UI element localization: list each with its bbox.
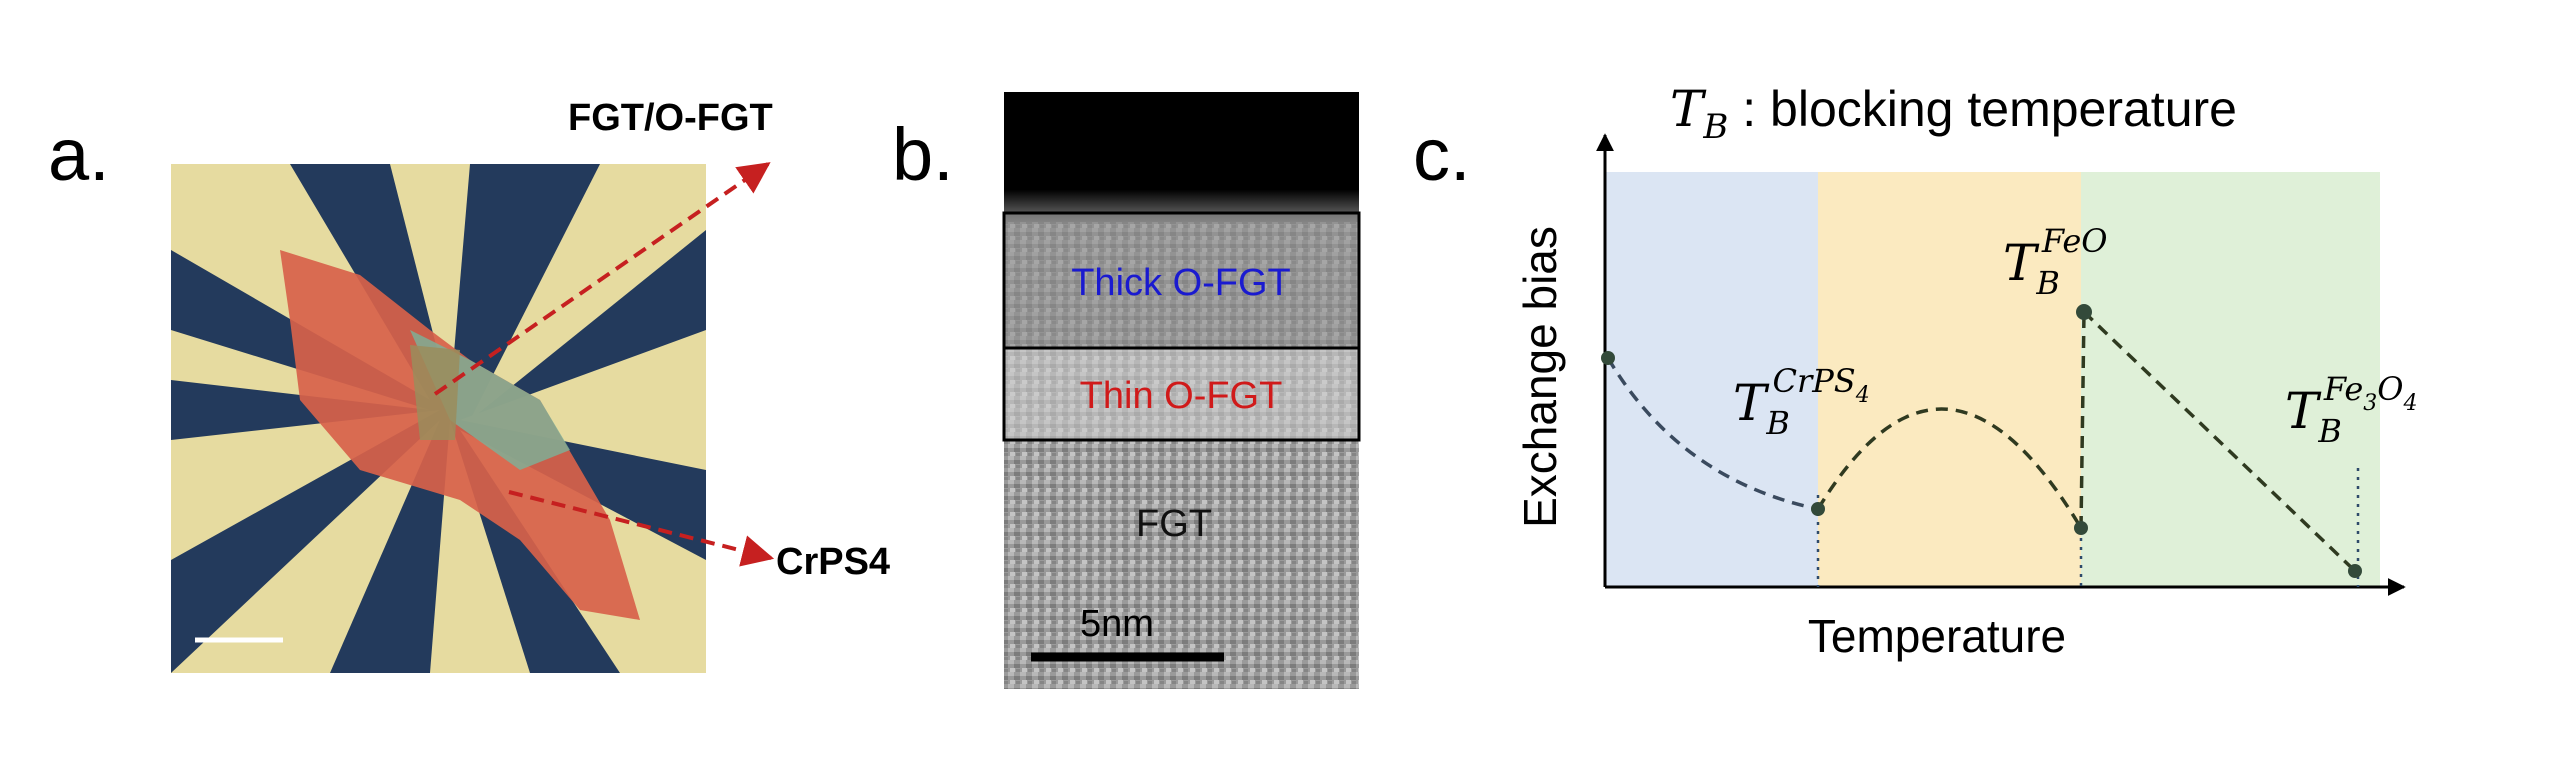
panel-label: a. <box>48 113 110 196</box>
superscript: FeO <box>2041 222 2108 260</box>
layer-label: FGT <box>1136 503 1212 545</box>
subscript: B <box>1765 404 1790 442</box>
scale-bar-label: 5nm <box>1080 603 1154 645</box>
marker-label: TB FeO <box>2003 222 2108 302</box>
superscript-sub: 3 <box>2363 391 2377 416</box>
symbol: T <box>1670 80 1707 138</box>
y-axis-label: Exchange bias <box>1514 226 1566 528</box>
marker-label: TB Fe3O4 <box>2285 370 2418 450</box>
chart-title: TB : blocking temperature <box>1670 80 2237 147</box>
x-axis-label: Temperature <box>1808 610 2066 662</box>
arrow <box>508 490 775 567</box>
optical-image <box>171 164 706 673</box>
layer-label: Thick O-FGT <box>1071 262 1291 304</box>
superscript-sub: 4 <box>1855 383 1870 408</box>
subscript: B <box>1702 107 1728 147</box>
symbol: T <box>2003 234 2040 292</box>
schematic <box>1596 133 2406 596</box>
tem-image <box>1002 92 1361 689</box>
symbol: T <box>1733 374 1770 432</box>
panel-label: c. <box>1413 113 1471 196</box>
subscript: B <box>2035 264 2060 302</box>
title-text: : blocking temperature <box>1728 81 2237 137</box>
superscript: O <box>2377 370 2403 408</box>
annotation: CrPS4 <box>776 541 890 583</box>
arrow <box>433 162 771 396</box>
symbol: T <box>2285 382 2322 440</box>
annotation: FGT/O-FGT <box>568 97 773 139</box>
superscript: Fe <box>2323 370 2363 408</box>
layer-label: Thin O-FGT <box>1080 375 1283 417</box>
superscript: CrPS <box>1772 362 1855 400</box>
subscript: B <box>2317 412 2342 450</box>
superscript-sub: 4 <box>2403 391 2418 416</box>
panel-label: b. <box>892 113 954 196</box>
marker-label: TB CrPS4 <box>1733 362 1870 442</box>
